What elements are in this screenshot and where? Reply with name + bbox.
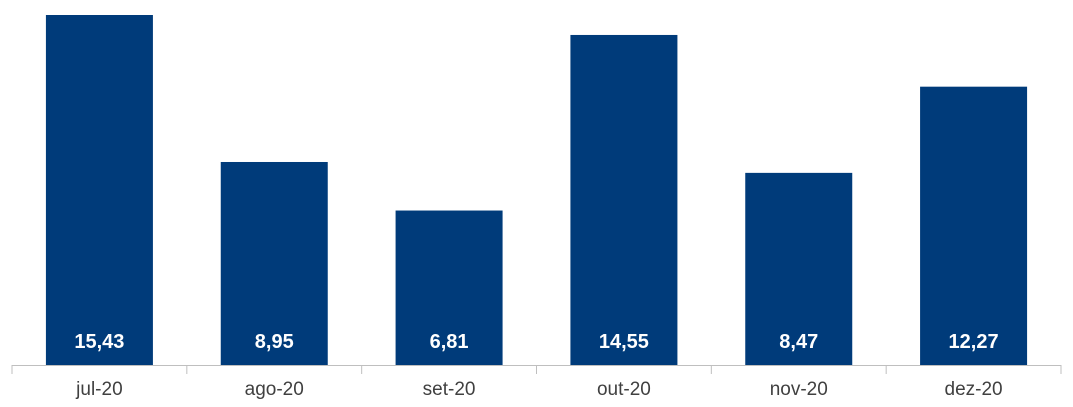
x-tick-label-ago-20: ago-20	[245, 379, 304, 400]
bar-nov-20	[745, 172, 853, 365]
data-label-nov-20: 8,47	[779, 331, 818, 353]
data-label-jul-20: 15,43	[74, 331, 124, 353]
bar-out-20	[570, 34, 678, 366]
x-tick-label-out-20: out-20	[597, 379, 651, 400]
x-tick-label-nov-20: nov-20	[770, 379, 828, 400]
data-label-set-20: 6,81	[430, 331, 469, 353]
bars-layer	[45, 15, 1028, 366]
x-tick-label-set-20: set-20	[423, 379, 476, 400]
data-label-dez-20: 12,27	[949, 331, 999, 353]
data-labels-layer: 15,43 8,95 6,81 14,55 8,47 12,27	[74, 331, 998, 353]
x-tick-label-jul-20: jul-20	[75, 379, 122, 400]
bar-dez-20	[920, 86, 1028, 366]
bar-jul-20	[45, 15, 153, 365]
bar-ago-20	[220, 161, 328, 365]
data-label-ago-20: 8,95	[255, 331, 294, 353]
bar-set-20	[395, 210, 503, 365]
data-label-out-20: 14,55	[599, 331, 649, 353]
x-tick-label-dez-20: dez-20	[945, 379, 1003, 400]
x-axis: jul-20 ago-20 set-20 out-20 nov-20 dez-20	[11, 365, 1062, 400]
